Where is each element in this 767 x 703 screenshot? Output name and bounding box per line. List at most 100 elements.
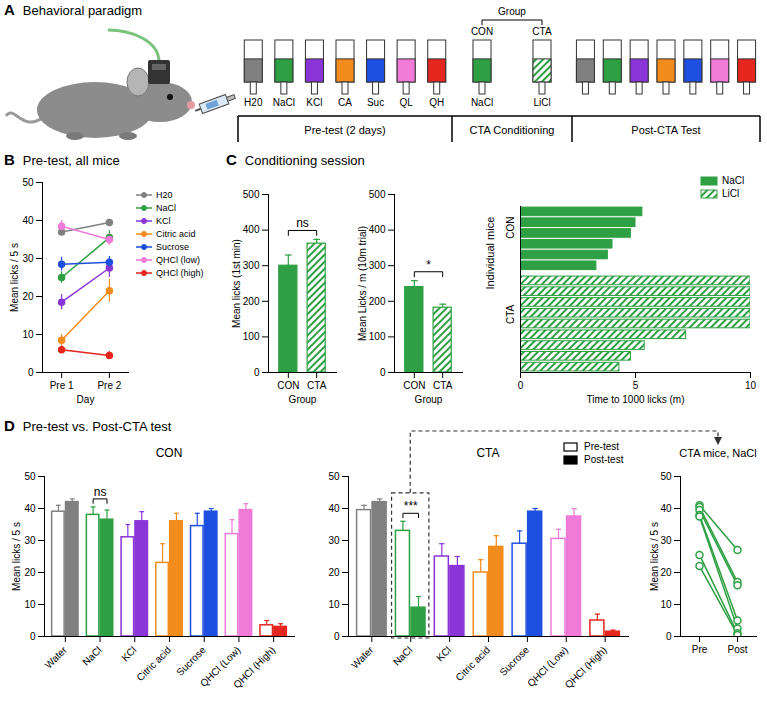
svg-text:Water: Water	[43, 644, 70, 671]
html-text:Conditioning session: Conditioning session	[244, 153, 365, 168]
svg-text:400: 400	[369, 224, 386, 235]
svg-text:5: 5	[633, 380, 639, 391]
svg-text:QL: QL	[399, 97, 413, 108]
svg-text:Group: Group	[289, 394, 317, 405]
svg-text:10: 10	[22, 329, 34, 340]
svg-text:Group: Group	[498, 6, 526, 17]
svg-text:20: 20	[22, 291, 34, 302]
svg-text:Pre: Pre	[692, 644, 708, 655]
svg-text:Mean licks / 5 s: Mean licks / 5 s	[649, 522, 660, 591]
svg-text:CTA: CTA	[307, 380, 327, 391]
svg-text:300: 300	[369, 260, 386, 271]
svg-text:KCl: KCl	[119, 644, 138, 663]
svg-text:20: 20	[660, 567, 672, 578]
svg-text:Post: Post	[727, 644, 747, 655]
svg-text:ns: ns	[94, 485, 107, 499]
svg-text:Group: Group	[415, 394, 443, 405]
svg-text:NaCl: NaCl	[391, 644, 415, 668]
svg-text:20: 20	[24, 567, 36, 578]
svg-text:30: 30	[328, 535, 340, 546]
svg-text:***: ***	[404, 499, 418, 513]
svg-text:H20: H20	[244, 97, 263, 108]
svg-text:QHCl (Low): QHCl (Low)	[525, 644, 570, 689]
svg-text:0: 0	[380, 367, 386, 378]
svg-text:10: 10	[660, 599, 672, 610]
svg-text:KCl: KCl	[306, 97, 322, 108]
svg-text:Sucrose: Sucrose	[174, 644, 208, 678]
svg-text:NaCl: NaCl	[80, 644, 104, 668]
svg-text:40: 40	[660, 503, 672, 514]
svg-text:0: 0	[30, 631, 36, 642]
svg-text:CTA: CTA	[532, 26, 552, 37]
svg-text:QHCl (High): QHCl (High)	[563, 644, 609, 690]
svg-text:Sucrose: Sucrose	[497, 644, 531, 678]
svg-text:10: 10	[745, 380, 757, 391]
svg-text:*: *	[426, 258, 431, 272]
svg-text:50: 50	[660, 471, 672, 482]
svg-text:30: 30	[22, 253, 34, 264]
svg-text:CA: CA	[338, 97, 352, 108]
html-text:Pre-test, all mice: Pre-test, all mice	[22, 153, 120, 168]
svg-text:Mean licks (1st min): Mean licks (1st min)	[231, 239, 242, 328]
svg-text:Citric acid: Citric acid	[453, 644, 492, 683]
svg-text:40: 40	[328, 503, 340, 514]
svg-text:Mean licks / 5 s: Mean licks / 5 s	[9, 243, 20, 312]
svg-text:0: 0	[334, 631, 340, 642]
svg-text:0: 0	[666, 631, 672, 642]
html-text:CTA: CTA	[476, 446, 500, 460]
svg-text:Post-CTA Test: Post-CTA Test	[631, 124, 700, 136]
svg-text:20: 20	[328, 567, 340, 578]
html-text:CON: CON	[155, 446, 183, 460]
svg-text:Time to 1000 licks (m): Time to 1000 licks (m)	[587, 394, 685, 405]
svg-text:Mean licks / 5 s: Mean licks / 5 s	[11, 522, 22, 591]
svg-text:CTA: CTA	[433, 380, 453, 391]
svg-text:Water: Water	[349, 644, 376, 671]
svg-text:10: 10	[24, 599, 36, 610]
svg-text:CTA Conditioning: CTA Conditioning	[470, 124, 555, 136]
svg-text:400: 400	[243, 224, 260, 235]
svg-text:NaCl: NaCl	[273, 97, 295, 108]
svg-text:100: 100	[243, 331, 260, 342]
svg-text:40: 40	[22, 215, 34, 226]
svg-text:Suc: Suc	[367, 97, 384, 108]
svg-text:CTA: CTA	[505, 304, 516, 324]
svg-text:200: 200	[369, 296, 386, 307]
svg-text:200: 200	[243, 296, 260, 307]
html-text:A: A	[4, 1, 15, 18]
svg-text:Individual mice: Individual mice	[484, 217, 496, 290]
svg-text:500: 500	[369, 189, 386, 200]
svg-text:CON: CON	[403, 380, 425, 391]
svg-text:0: 0	[28, 367, 34, 378]
svg-text:0: 0	[254, 367, 260, 378]
svg-text:100: 100	[369, 331, 386, 342]
svg-text:CON: CON	[471, 26, 493, 37]
html-text:CTA mice, NaCl: CTA mice, NaCl	[679, 447, 757, 459]
svg-text:50: 50	[328, 471, 340, 482]
svg-text:ns: ns	[296, 216, 309, 230]
svg-text:CON: CON	[505, 217, 516, 239]
svg-text:Mean Licks / m (10m trial): Mean Licks / m (10m trial)	[357, 226, 368, 341]
svg-text:CON: CON	[277, 380, 299, 391]
svg-text:Pre 2: Pre 2	[97, 380, 121, 391]
html-text:Pre-test vs. Post-CTA test: Pre-test vs. Post-CTA test	[22, 419, 172, 434]
svg-text:Citric acid: Citric acid	[134, 644, 173, 683]
svg-text:Day: Day	[77, 394, 95, 405]
svg-text:QH: QH	[429, 97, 444, 108]
svg-text:30: 30	[24, 535, 36, 546]
svg-text:LiCl: LiCl	[533, 97, 550, 108]
svg-text:QHCl (Low): QHCl (Low)	[197, 644, 243, 689]
html-text:Behavioral paradigm: Behavioral paradigm	[22, 3, 143, 18]
svg-text:50: 50	[22, 177, 34, 188]
svg-text:NaCl: NaCl	[471, 97, 493, 108]
svg-text:30: 30	[660, 535, 672, 546]
svg-text:Pre 1: Pre 1	[50, 380, 74, 391]
svg-text:500: 500	[243, 189, 260, 200]
svg-text:300: 300	[243, 260, 260, 271]
svg-text:10: 10	[328, 599, 340, 610]
svg-text:40: 40	[24, 503, 36, 514]
svg-text:KCl: KCl	[434, 644, 453, 663]
svg-text:50: 50	[24, 471, 36, 482]
svg-text:QHCl (High): QHCl (High)	[231, 644, 277, 690]
svg-text:Pre-test (2 days): Pre-test (2 days)	[304, 124, 385, 136]
svg-text:0: 0	[518, 380, 524, 391]
